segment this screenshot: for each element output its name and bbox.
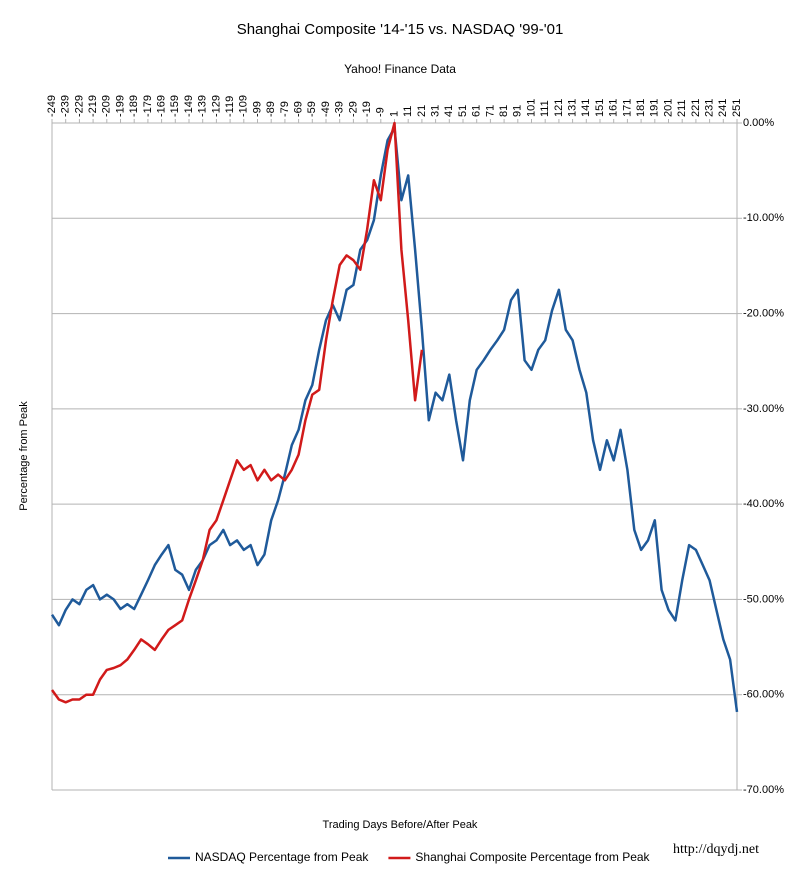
y-tick-label: -10.00% <box>743 212 784 224</box>
x-tick-label: -219 <box>87 95 99 117</box>
x-tick-label: 11 <box>402 106 414 117</box>
y-tick-label: -20.00% <box>743 307 784 319</box>
x-tick-label: -189 <box>128 95 140 117</box>
x-tick-label: 111 <box>539 100 551 117</box>
x-tick-label: -139 <box>197 95 209 117</box>
y-tick-label: -30.00% <box>743 403 784 415</box>
x-tick-label: 211 <box>676 99 688 117</box>
x-tick-label: -239 <box>60 95 72 117</box>
x-tick-label: -119 <box>224 96 236 117</box>
x-tick-label: -149 <box>183 95 195 117</box>
x-tick-label: -69 <box>293 101 305 117</box>
x-tick-label: 51 <box>457 105 469 117</box>
x-tick-label: -79 <box>279 101 291 117</box>
x-tick-label: 141 <box>580 99 592 117</box>
x-tick-label: 201 <box>662 99 674 117</box>
x-tick-label: -109 <box>238 95 250 117</box>
source-note: http://dqydj.net <box>673 842 759 857</box>
x-tick-label: -229 <box>73 95 85 117</box>
x-tick-label: -89 <box>265 101 277 117</box>
x-tick-label: 21 <box>416 105 428 117</box>
x-tick-label: 251 <box>731 99 743 117</box>
x-tick-label: 41 <box>443 105 455 117</box>
y-tick-label: -50.00% <box>743 593 784 605</box>
y-tick-label: 0.00% <box>743 117 774 129</box>
series-line <box>50 126 739 713</box>
x-tick-label: -129 <box>210 95 222 117</box>
x-tick-label: 171 <box>621 99 633 117</box>
x-tick-label: -59 <box>306 101 318 117</box>
x-tick-label: -159 <box>169 95 181 117</box>
x-tick-label: -29 <box>347 101 359 117</box>
x-tick-label: 121 <box>553 99 565 117</box>
x-tick-label: 151 <box>594 99 606 117</box>
x-tick-label: -49 <box>320 101 332 117</box>
x-tick-label: -19 <box>361 101 373 117</box>
chart-title: Shanghai Composite '14-'15 vs. NASDAQ '9… <box>237 21 564 38</box>
legend-label: Shanghai Composite Percentage from Peak <box>415 850 650 864</box>
y-axis-label: Percentage from Peak <box>18 401 30 511</box>
x-tick-label: -179 <box>142 95 154 117</box>
x-tick-label: 231 <box>704 99 716 117</box>
y-tick-label: -70.00% <box>743 784 784 796</box>
x-tick-label: 191 <box>649 99 661 117</box>
x-tick-label: 61 <box>471 105 483 117</box>
x-tick-label: 31 <box>430 105 442 117</box>
x-tick-label: 221 <box>690 99 702 117</box>
legend-label: NASDAQ Percentage from Peak <box>195 850 369 864</box>
x-tick-label: 81 <box>498 105 510 117</box>
x-tick-label: -169 <box>156 95 168 117</box>
x-tick-label: -249 <box>46 95 58 117</box>
x-axis-label: Trading Days Before/After Peak <box>323 819 478 831</box>
x-tick-label: 181 <box>635 99 647 117</box>
chart-subtitle: Yahoo! Finance Data <box>344 62 456 76</box>
x-tick-label: 91 <box>512 105 524 117</box>
x-tick-label: -99 <box>251 101 263 117</box>
x-tick-label: 101 <box>525 99 537 117</box>
x-tick-label: -39 <box>334 101 346 117</box>
x-tick-label: 1 <box>388 111 400 117</box>
x-tick-label: 71 <box>484 105 496 117</box>
series-line <box>50 121 424 704</box>
x-tick-label: -209 <box>101 95 113 117</box>
y-tick-label: -60.00% <box>743 689 784 701</box>
x-tick-label: -9 <box>375 107 387 117</box>
x-tick-label: -199 <box>114 95 126 117</box>
x-tick-label: 131 <box>567 99 579 117</box>
x-tick-label: 241 <box>717 99 729 117</box>
y-tick-label: -40.00% <box>743 498 784 510</box>
x-tick-label: 161 <box>608 99 620 117</box>
